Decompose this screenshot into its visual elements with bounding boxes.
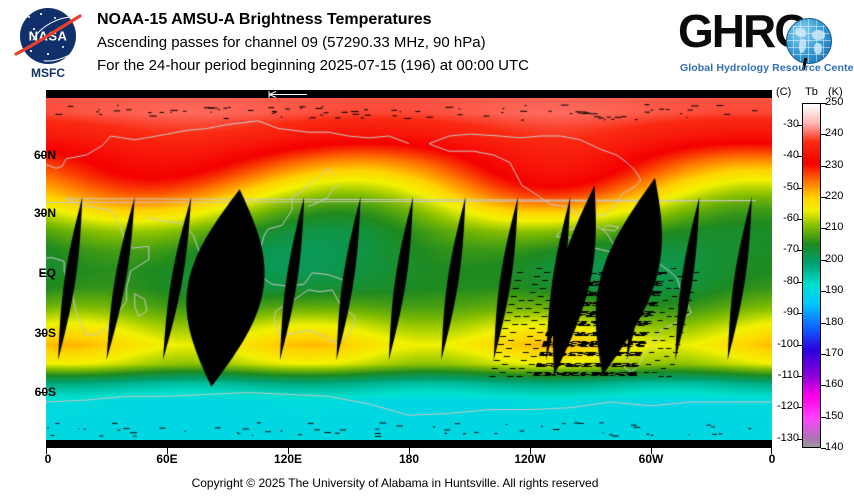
ghrc-tagline-word-3: Center — [824, 62, 854, 74]
nasa-logo: NASA MSFC — [8, 6, 86, 84]
colorbar-celsius-tick-label: -100 — [775, 338, 799, 350]
colorbar-title: Tb — [805, 86, 818, 98]
colorbar-kelvin-tick-label: 140 — [825, 441, 843, 453]
x-tick-label-60w: 60W — [639, 452, 664, 466]
nasa-swoosh-icon — [12, 14, 84, 58]
x-tick-label-360: 0 — [769, 452, 776, 466]
colorbar-gradient — [802, 103, 821, 448]
map-plot-area — [46, 98, 772, 440]
colorbar-kelvin-tick-label: 250 — [825, 96, 843, 108]
colorbar-kelvin-tick-label: 230 — [825, 159, 843, 171]
x-tick-label-120e: 120E — [274, 452, 302, 466]
ghrc-logo: GHRC Global Hydrology Resource Center — [678, 8, 836, 78]
ghrc-wordmark: GHRC — [678, 4, 805, 58]
x-tick-mark-360 — [771, 448, 772, 454]
y-tick-mark-60s — [40, 392, 46, 393]
y-tick-mark-30n — [40, 213, 46, 214]
left-arrow-marker-icon — [268, 91, 308, 98]
colorbar-kelvin-tick-label: 210 — [825, 221, 843, 233]
ghrc-tagline-word-1: Hydrology — [716, 62, 769, 74]
x-tick-label-180: 180 — [399, 452, 419, 466]
nasa-center-label: MSFC — [8, 66, 88, 80]
colorbar-celsius-tick-label: -80 — [775, 275, 799, 287]
y-tick-mark-eq — [40, 273, 46, 274]
colorbar-kelvin-tick-label: 180 — [825, 316, 843, 328]
colorbar-kelvin-tick-label: 240 — [825, 127, 843, 139]
colorbar-kelvin-tick-label: 150 — [825, 410, 843, 422]
colorbar-celsius-tick-label: -90 — [775, 306, 799, 318]
x-tick-mark-180 — [409, 448, 410, 454]
copyright-notice: Copyright © 2025 The University of Alaba… — [0, 476, 790, 490]
colorbar-celsius-tick-label: -70 — [775, 243, 799, 255]
x-tick-mark-0 — [46, 448, 47, 454]
y-tick-mark-30s — [40, 333, 46, 334]
x-tick-mark-60w — [651, 448, 652, 454]
colorbar-celsius-tick-label: -130 — [775, 432, 799, 444]
colorbar-kelvin-tick-label: 220 — [825, 190, 843, 202]
ghrc-tagline-word-2: Resource — [772, 62, 821, 74]
colorbar-celsius-tick-label: -30 — [775, 118, 799, 130]
x-tick-mark-120w — [530, 448, 531, 454]
x-tick-label-120w: 120W — [514, 452, 545, 466]
x-tick-label-60e: 60E — [156, 452, 177, 466]
page-subtitle-channel: Ascending passes for channel 09 (57290.3… — [97, 34, 486, 51]
colorbar-celsius-tick-label: -50 — [775, 181, 799, 193]
x-tick-mark-60e — [167, 448, 168, 454]
colorbar-kelvin-tick-label: 190 — [825, 284, 843, 296]
x-tick-mark-120e — [288, 448, 289, 454]
colorbar-kelvin-tick-label: 170 — [825, 347, 843, 359]
colorbar-celsius-tick-label: -60 — [775, 212, 799, 224]
colorbar-celsius-tick-label: -40 — [775, 149, 799, 161]
ghrc-tagline: Global Hydrology Resource Center — [680, 62, 854, 74]
colorbar-unit-celsius: (C) — [776, 86, 791, 98]
y-tick-mark-60n — [40, 155, 46, 156]
page-title: NOAA-15 AMSU-A Brightness Temperatures — [97, 11, 432, 29]
x-tick-label-0: 0 — [45, 452, 52, 466]
global-brightness-temperature-map[interactable] — [46, 90, 772, 448]
colorbar-kelvin-tick-label: 200 — [825, 253, 843, 265]
orbital-swath-overlay — [46, 98, 772, 440]
page-subtitle-period: For the 24-hour period beginning 2025-07… — [97, 57, 529, 74]
colorbar-celsius-tick-label: -110 — [775, 369, 799, 381]
colorbar-kelvin-tick-label: 160 — [825, 378, 843, 390]
colorbar-celsius-tick-label: -120 — [775, 400, 799, 412]
ghrc-tagline-word-0: Global — [680, 62, 713, 74]
